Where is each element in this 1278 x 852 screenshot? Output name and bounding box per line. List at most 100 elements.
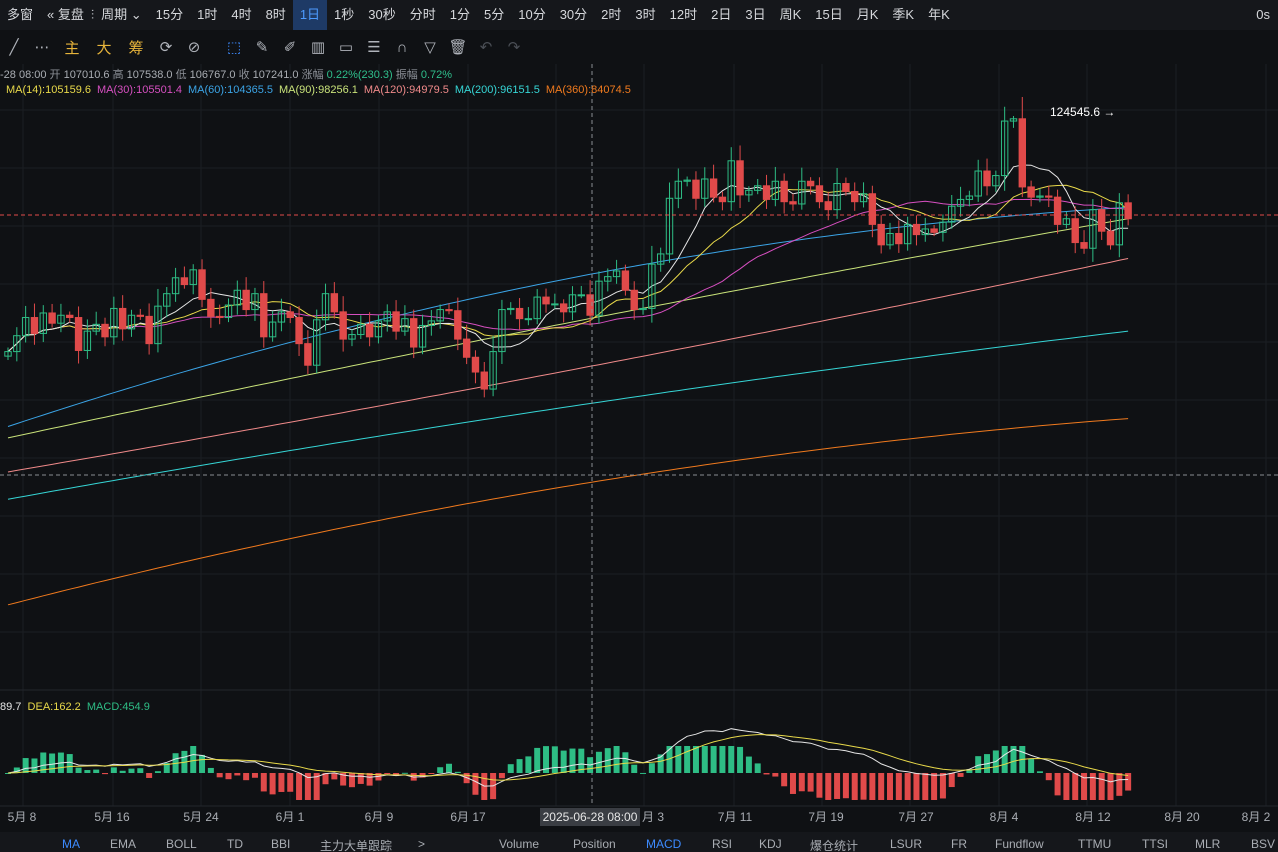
period-1[interactable]: « 复盘	[47, 7, 84, 22]
period-22[interactable]: 月K	[856, 7, 879, 22]
period-3[interactable]: 15分	[155, 7, 184, 22]
x-axis-label: 5月 16	[94, 810, 130, 824]
period-24[interactable]: 年K	[928, 7, 950, 22]
clipboard-icon[interactable]: ▭	[338, 39, 354, 56]
sub-indicator-tab[interactable]: BSV	[1251, 837, 1276, 851]
candle-body	[780, 180, 788, 203]
macd-bar	[781, 773, 788, 787]
scroll-right-icon[interactable]: >	[418, 837, 426, 851]
sub-indicator-tab[interactable]: MLR	[1195, 837, 1221, 851]
period-10[interactable]: 分时	[409, 7, 436, 22]
ma30-line	[7, 198, 1129, 352]
candle-body	[4, 351, 12, 357]
sub-indicator-tab[interactable]: 爆仓统计	[810, 839, 859, 852]
redo-icon[interactable]: ↷	[507, 39, 521, 56]
cursor-icon[interactable]: ⬚	[226, 39, 242, 56]
candle-style-icon[interactable]: ⫶	[90, 7, 95, 22]
ma-legend-item: MA(90):98256.1	[279, 84, 358, 96]
candle	[427, 310, 436, 336]
period-17[interactable]: 12时	[669, 7, 698, 22]
sub-indicator-tab[interactable]: TTMU	[1078, 837, 1112, 851]
candle	[930, 225, 938, 237]
brush-icon[interactable]: ✐	[283, 39, 297, 56]
period-11[interactable]: 1分	[449, 7, 470, 22]
indicator-tab-bbi[interactable]: BBI	[271, 837, 291, 851]
trash-icon[interactable]: 🗑	[448, 39, 468, 56]
period-5[interactable]: 4时	[231, 7, 252, 22]
macd-bar	[146, 773, 153, 778]
x-axis-label: 5月 24	[183, 810, 219, 824]
macd-bar	[1107, 773, 1114, 800]
candle	[965, 190, 974, 207]
sub-indicator-tab[interactable]: Fundflow	[995, 837, 1044, 851]
period-6[interactable]: 8时	[265, 7, 286, 22]
sub-indicator-tab[interactable]: KDJ	[759, 837, 782, 851]
indicator-tab-boll[interactable]: BOLL	[166, 837, 197, 851]
period-20[interactable]: 周K	[779, 7, 802, 22]
macd-bar	[745, 756, 752, 773]
magnet-icon[interactable]: ∩	[396, 38, 408, 56]
main-indicator-button[interactable]: 主	[64, 39, 80, 57]
sub-indicator-tab[interactable]: MACD	[646, 837, 682, 851]
large-order-button[interactable]: 大	[96, 39, 112, 57]
macd-bar	[401, 772, 408, 774]
candle-body	[648, 263, 656, 309]
x-axis-label: 5月 8	[8, 810, 37, 824]
sync-icon[interactable]: ⟳	[159, 39, 173, 56]
trendline-icon[interactable]: ╱	[9, 39, 19, 56]
candle-body	[418, 324, 427, 348]
undo-icon[interactable]: ↶	[479, 39, 493, 56]
period-18[interactable]: 2日	[711, 7, 732, 22]
candle-body	[974, 170, 982, 197]
period-19[interactable]: 3日	[745, 7, 766, 22]
notes-icon[interactable]: ☰	[367, 39, 381, 56]
period-15[interactable]: 2时	[601, 7, 622, 22]
period-4[interactable]: 1时	[197, 7, 218, 22]
sub-indicator-tab[interactable]: Volume	[499, 837, 540, 851]
indicator-tab-ma[interactable]: MA	[62, 837, 80, 851]
candle-type-icon[interactable]: ▥	[310, 39, 326, 56]
sub-indicator-tab[interactable]: LSUR	[890, 837, 923, 851]
filter-icon[interactable]: ▽	[424, 39, 436, 56]
sub-indicator-tab[interactable]: RSI	[712, 837, 733, 851]
macd-bar	[913, 773, 920, 800]
candle-body	[304, 343, 312, 366]
period-16[interactable]: 3时	[635, 7, 656, 22]
candle	[762, 174, 771, 209]
candle	[21, 305, 30, 343]
candle-body	[339, 311, 347, 340]
period-13[interactable]: 10分	[518, 7, 546, 22]
candle	[542, 288, 550, 313]
indicator-tab-ema[interactable]: EMA	[110, 837, 137, 851]
period-2[interactable]: 周期 ⌄	[101, 7, 142, 22]
sub-indicator-tab[interactable]: FR	[951, 837, 967, 851]
macd-bar	[887, 773, 893, 800]
period-0[interactable]: 多窗	[7, 7, 34, 22]
hide-drawings-icon[interactable]: ⊘	[187, 39, 201, 56]
macd-bar	[128, 768, 135, 773]
candle	[586, 280, 594, 326]
candle	[445, 303, 453, 315]
indicator-tab-主力大单跟踪[interactable]: 主力大单跟踪	[320, 839, 393, 852]
period-23[interactable]: 季K	[892, 7, 915, 22]
ma60-line	[7, 206, 1129, 427]
sub-indicator-tab[interactable]: Position	[573, 837, 616, 851]
period-9[interactable]: 30秒	[368, 7, 396, 22]
period-7[interactable]: 1日	[292, 0, 328, 30]
macd-bar	[93, 769, 100, 773]
more-tools-icon[interactable]: ⋯	[34, 39, 50, 56]
ruler-icon[interactable]: ✎	[255, 39, 269, 56]
sub-indicator-tab[interactable]: TTSI	[1142, 837, 1168, 851]
period-21[interactable]: 15日	[815, 7, 843, 22]
period-8[interactable]: 1秒	[334, 7, 355, 22]
indicator-tab-td[interactable]: TD	[227, 837, 243, 851]
chips-button[interactable]: 筹	[128, 39, 144, 57]
candle	[895, 220, 903, 253]
candle-body	[762, 185, 771, 200]
candle	[136, 308, 145, 320]
period-12[interactable]: 5分	[484, 7, 505, 22]
macd-bar	[772, 773, 779, 777]
period-14[interactable]: 30分	[559, 7, 588, 22]
candle-body	[515, 307, 524, 320]
